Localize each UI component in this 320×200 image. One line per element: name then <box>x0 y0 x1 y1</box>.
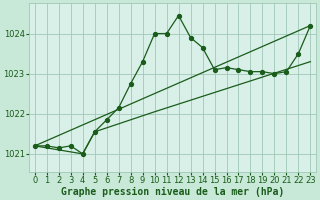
X-axis label: Graphe pression niveau de la mer (hPa): Graphe pression niveau de la mer (hPa) <box>61 186 284 197</box>
